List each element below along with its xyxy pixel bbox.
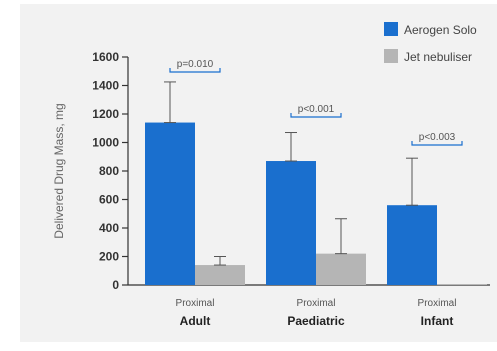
significance-bracket <box>169 68 221 73</box>
bar-jet-nebuliser-infant <box>437 284 487 285</box>
p-value-label: p<0.001 <box>298 104 335 115</box>
legend-swatch <box>384 22 398 36</box>
significance-bracket <box>411 141 463 146</box>
y-tick-label: 1400 <box>92 79 119 93</box>
category-label: Paediatric <box>287 314 345 328</box>
y-tick-label: 600 <box>99 193 119 207</box>
bar-jet-nebuliser-paediatric <box>316 253 366 285</box>
category-sub-label: Proximal <box>176 298 215 309</box>
bar-aerogen-solo-paediatric <box>266 161 316 285</box>
significance-bracket <box>290 113 342 118</box>
bar-aerogen-solo-infant <box>387 205 437 285</box>
category-label: Infant <box>421 314 454 328</box>
legend-group: Aerogen Solo Jet nebuliser <box>384 22 477 64</box>
p-value-label: p<0.003 <box>419 132 456 143</box>
legend-swatch <box>384 49 398 63</box>
y-tick-label: 0 <box>112 278 119 292</box>
y-tick-label: 1600 <box>92 50 119 64</box>
bar-aerogen-solo-adult <box>145 122 195 285</box>
y-tick-label: 800 <box>99 164 119 178</box>
category-label: Adult <box>180 314 211 328</box>
y-tick-label: 400 <box>99 221 119 235</box>
y-tick-label: 1200 <box>92 107 119 121</box>
category-sub-label: Proximal <box>297 298 336 309</box>
bars-group <box>145 81 487 285</box>
chart-panel <box>20 4 497 342</box>
bar-jet-nebuliser-adult <box>195 265 245 285</box>
category-sub-label: Proximal <box>418 298 457 309</box>
axes-group: 0 200 400 600 800 1000 1200 1400 1600 Delivered D… <box>52 50 490 328</box>
annotations-group: p=0.010 p<0.001 p<0.003 <box>169 59 463 146</box>
p-value-label: p=0.010 <box>177 59 214 70</box>
legend-label: Aerogen Solo <box>404 23 477 37</box>
y-axis-title: Delivered Drug Mass, mg <box>52 103 66 238</box>
y-tick-label: 200 <box>99 250 119 264</box>
y-tick-label: 1000 <box>92 136 119 150</box>
legend-label: Jet nebuliser <box>404 50 472 64</box>
